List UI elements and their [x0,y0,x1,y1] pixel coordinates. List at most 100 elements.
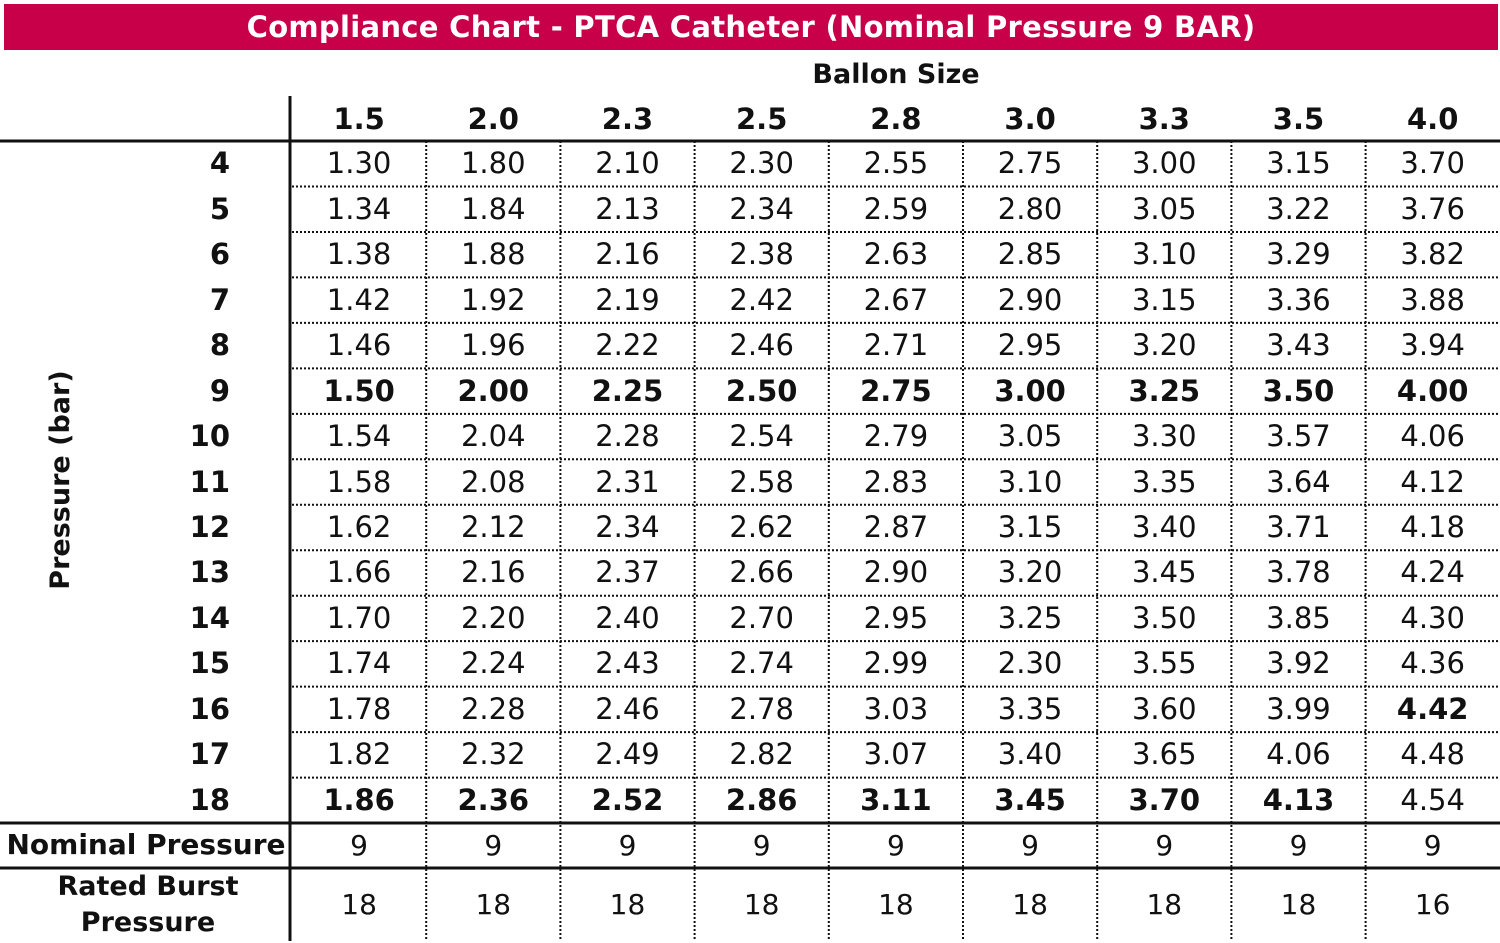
table-cell: 2.24 [460,646,526,681]
table-cell: 2.37 [595,555,660,590]
table-cell: 3.20 [997,555,1063,590]
table-cell: 3.36 [1266,282,1331,317]
table-cell: 1.74 [326,646,392,681]
rated-burst-pressure-value: 18 [609,887,646,921]
table-cell: 2.16 [595,237,660,272]
table-cell: 4.12 [1400,464,1465,499]
table-cell: 2.90 [997,282,1063,317]
table-cell: 2.10 [595,146,660,181]
table-cell: 2.20 [460,600,526,635]
row-pressure-label: 7 [209,282,230,317]
table-cell: 3.94 [1400,328,1465,363]
table-cell: 2.85 [997,237,1063,272]
table-cell: 2.30 [729,146,794,181]
column-header: 3.5 [1272,102,1325,136]
table-cell: 1.96 [460,328,526,363]
table-cell: 2.28 [595,419,660,454]
table-cell: 3.25 [1128,373,1201,408]
ballon-size-header: Ballon Size [812,58,980,90]
column-header: 1.5 [333,102,385,136]
table-cell: 4.42 [1396,691,1469,726]
table-cell: 2.63 [863,237,929,272]
table-cell: 4.24 [1400,555,1465,590]
nominal-pressure-value: 9 [1289,828,1308,862]
table-cell: 1.58 [326,464,392,499]
table-cell: 3.92 [1266,646,1331,681]
row-pressure-label: 11 [189,464,230,499]
table-cell: 3.40 [1131,509,1197,544]
table-cell: 3.35 [997,691,1063,726]
table-cell: 1.62 [326,509,392,544]
row-pressure-label: 15 [189,646,230,681]
table-cell: 2.74 [729,646,794,681]
table-cell: 2.32 [460,737,526,772]
table-cell: 1.78 [326,691,392,726]
table-cell: 1.86 [323,782,395,817]
table-cell: 2.78 [729,691,794,726]
row-pressure-label: 4 [209,146,230,181]
table-cell: 2.54 [729,419,794,454]
table-cell: 3.10 [997,464,1063,499]
table-cell: 2.46 [729,328,794,363]
table-cell: 3.35 [1131,464,1197,499]
column-header: 4.0 [1407,102,1459,136]
table-cell: 2.99 [863,646,929,681]
rated-burst-pressure-value: 16 [1414,887,1451,921]
table-cell: 3.64 [1266,464,1331,499]
row-pressure-label: 13 [189,555,230,590]
table-cell: 2.87 [863,509,929,544]
table-cell: 4.30 [1400,600,1465,635]
table-cell: 3.05 [1131,191,1197,226]
table-cell: 3.85 [1266,600,1331,635]
table-cell: 2.43 [595,646,660,681]
table-cell: 2.62 [729,509,794,544]
table-cell: 3.00 [1131,146,1197,181]
table-cell: 3.25 [997,600,1063,635]
column-header: 3.3 [1138,102,1190,136]
table-cell: 2.38 [729,237,794,272]
nominal-pressure-label: Nominal Pressure [6,828,286,862]
column-header: 2.5 [736,102,788,136]
table-cell: 2.25 [591,373,664,408]
rated-burst-pressure-value: 18 [1012,887,1048,921]
table-cell: 1.34 [326,191,392,226]
table-cell: 2.79 [863,419,929,454]
table-cell: 2.95 [863,600,929,635]
table-cell: 1.38 [326,237,392,272]
table-cell: 2.12 [460,509,526,544]
row-pressure-label: 12 [189,509,230,544]
table-cell: 2.00 [457,373,530,408]
table-cell: 3.78 [1266,555,1331,590]
row-pressure-label: 17 [189,737,230,772]
row-pressure-label: 5 [209,191,230,226]
rated-burst-pressure-value: 18 [878,887,914,921]
table-cell: 2.55 [863,146,929,181]
table-cell: 2.75 [997,146,1063,181]
table-cell: 2.22 [595,328,660,363]
table-cell: 2.75 [860,373,932,408]
table-cell: 3.88 [1400,282,1465,317]
table-cell: 1.30 [326,146,392,181]
nominal-pressure-value: 9 [752,828,771,862]
table-cell: 2.83 [863,464,929,499]
table-cell: 3.20 [1131,328,1197,363]
table-cell: 2.31 [595,464,660,499]
table-cell: 3.45 [1131,555,1197,590]
table-cell: 2.46 [595,691,660,726]
table-cell: 2.19 [595,282,660,317]
table-cell: 1.70 [326,600,392,635]
table-cell: 2.50 [725,373,798,408]
column-header: 2.8 [870,102,922,136]
table-cell: 1.42 [326,282,392,317]
table-cell: 2.66 [729,555,794,590]
table-cell: 3.50 [1131,600,1197,635]
row-pressure-label: 14 [189,600,230,635]
table-cell: 3.40 [997,737,1063,772]
table-cell: 3.15 [997,509,1063,544]
table-cell: 3.50 [1262,373,1335,408]
chart-title: Compliance Chart - PTCA Catheter (Nomina… [4,4,1498,50]
table-cell: 1.92 [460,282,526,317]
table-cell: 2.49 [595,737,660,772]
nominal-pressure-value: 9 [484,828,503,862]
